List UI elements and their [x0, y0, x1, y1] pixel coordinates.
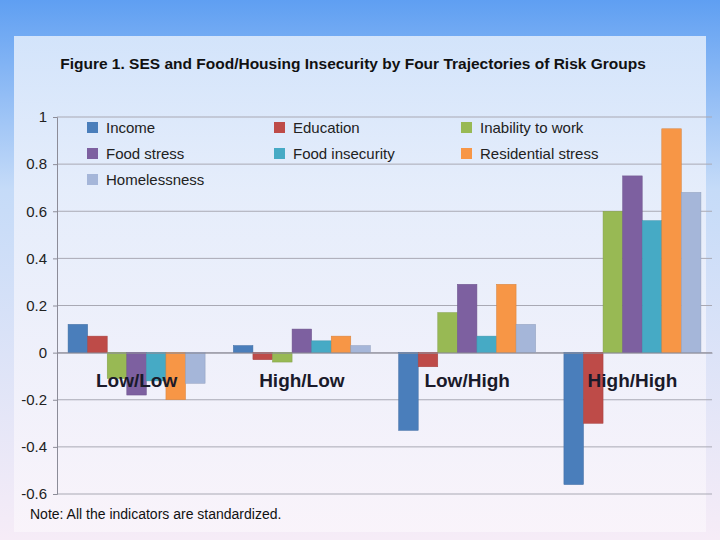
- x-axis: Low/Low High/Low Low/High High/High: [58, 353, 713, 391]
- legend: Income Education Inability to work Food str…: [87, 119, 598, 188]
- grid-line: [57, 117, 712, 118]
- legend-label: Education: [293, 119, 360, 136]
- bar: [331, 336, 351, 352]
- grid: [57, 117, 712, 494]
- y-tick: -0.4: [21, 438, 57, 455]
- x-tick: Low/High: [424, 370, 509, 391]
- y-tick-mark: [53, 494, 57, 495]
- bar: [497, 284, 517, 352]
- bar: [681, 192, 701, 352]
- legend-swatch: [461, 122, 472, 133]
- y-axis: -0.6 -0.4 -0.2 0 0.2 0.4 0.6 0.8 1: [21, 108, 57, 502]
- bar: [186, 353, 206, 384]
- bar: [662, 129, 682, 353]
- y-tick-label: 0: [39, 344, 47, 361]
- bar: [623, 176, 643, 353]
- legend-label: Food insecurity: [293, 145, 395, 162]
- background: [0, 0, 720, 540]
- legend-label: Food stress: [106, 145, 184, 162]
- bar: [312, 341, 332, 353]
- y-tick-mark: [53, 400, 57, 401]
- legend-label: Income: [106, 119, 155, 136]
- bar: [516, 324, 536, 352]
- x-tick-label: Low/Low: [96, 370, 177, 391]
- y-tick: 0.4: [26, 250, 57, 267]
- y-tick-label: -0.2: [21, 391, 47, 408]
- y-tick-label: 0.8: [26, 155, 47, 172]
- y-tick-label: 0.2: [26, 297, 47, 314]
- y-tick-mark: [53, 117, 57, 118]
- bar: [272, 353, 292, 362]
- y-tick-mark: [53, 447, 57, 448]
- grid-line: [57, 446, 712, 447]
- legend-swatch: [87, 122, 98, 133]
- y-tick-label: -0.4: [21, 438, 47, 455]
- bar: [351, 346, 371, 353]
- y-tick-label: 1: [39, 108, 47, 125]
- note: Note: All the indicators are standardize…: [30, 506, 281, 522]
- x-axis-line: [58, 353, 713, 354]
- bar: [477, 336, 497, 352]
- legend-label: Inability to work: [480, 119, 584, 136]
- bar: [438, 313, 458, 353]
- y-tick: 0.8: [26, 155, 57, 172]
- x-tick-label: High/Low: [259, 370, 345, 391]
- x-tick: High/High: [588, 370, 678, 391]
- y-tick: -0.6: [21, 485, 57, 502]
- bar: [418, 353, 438, 367]
- bar: [457, 284, 477, 352]
- x-tick: High/Low: [259, 370, 345, 391]
- legend-swatch: [461, 148, 472, 159]
- legend-swatch: [87, 174, 98, 185]
- y-tick-mark: [53, 353, 57, 354]
- bar: [399, 353, 419, 431]
- y-tick-label: 0.6: [26, 203, 47, 220]
- y-tick-mark: [53, 211, 57, 212]
- bar: [233, 346, 253, 353]
- y-axis-line: [53, 118, 58, 495]
- grid-line: [57, 494, 712, 495]
- legend-swatch: [274, 148, 285, 159]
- panel: [14, 36, 706, 532]
- grid-line: [57, 164, 712, 165]
- y-tick-label: -0.6: [21, 485, 47, 502]
- y-tick: 0.2: [26, 297, 57, 314]
- grid-line: [57, 399, 712, 400]
- y-tick-mark: [53, 306, 57, 307]
- bar: [253, 353, 273, 360]
- x-tick-label: High/High: [588, 370, 678, 391]
- y-tick: 1: [39, 108, 57, 125]
- bar: [603, 211, 623, 352]
- y-tick-mark: [53, 164, 57, 165]
- bar: [292, 329, 312, 353]
- x-tick-label: Low/High: [424, 370, 509, 391]
- bar: [68, 324, 88, 352]
- y-tick-label: 0.4: [26, 250, 47, 267]
- legend-label: Homelessness: [106, 171, 204, 188]
- legend-swatch: [274, 122, 285, 133]
- bar: [88, 336, 108, 352]
- bar: [564, 353, 584, 485]
- x-tick: Low/Low: [96, 370, 177, 391]
- bar: [642, 221, 662, 353]
- y-tick: 0.6: [26, 203, 57, 220]
- y-tick: -0.2: [21, 391, 57, 408]
- chart: Figure 1. SES and Food/Housing Insecurit…: [0, 0, 720, 540]
- y-tick-mark: [53, 258, 57, 259]
- legend-swatch: [87, 148, 98, 159]
- title: Figure 1. SES and Food/Housing Insecurit…: [60, 55, 646, 72]
- legend-label: Residential stress: [480, 145, 598, 162]
- y-tick: 0: [39, 344, 57, 361]
- bars: [68, 129, 701, 485]
